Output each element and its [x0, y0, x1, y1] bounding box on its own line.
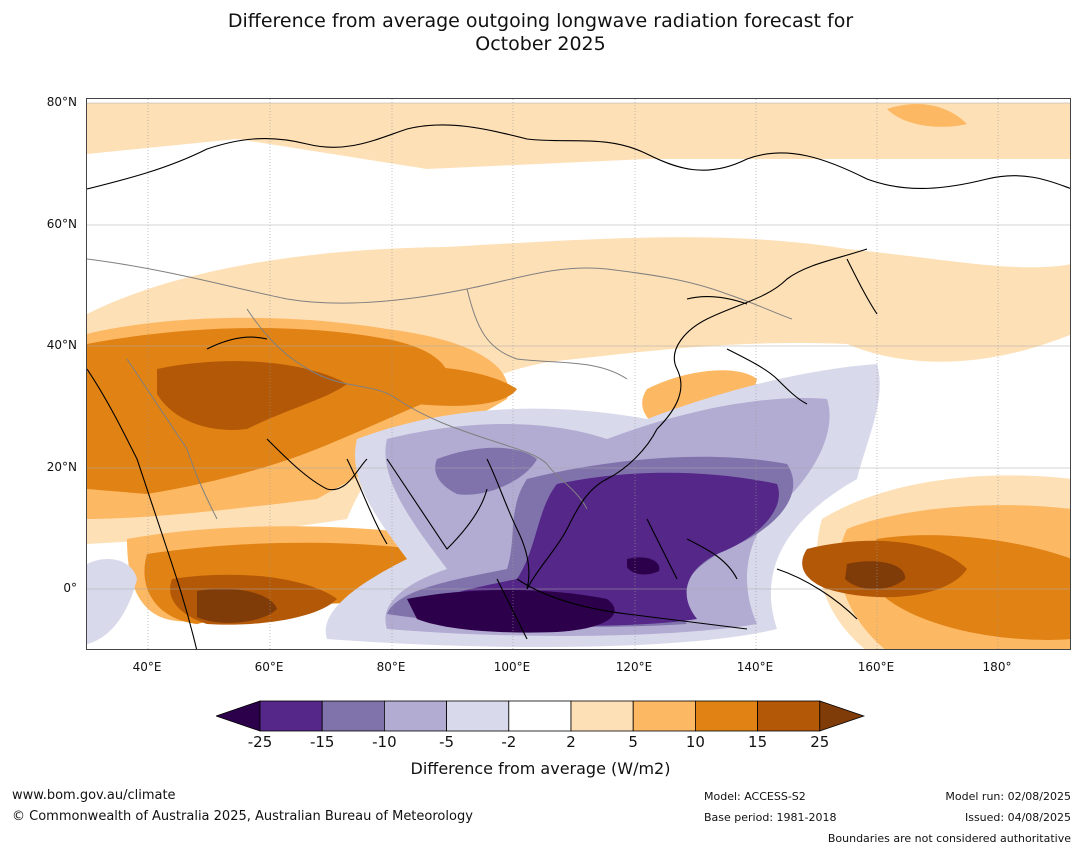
copyright-text: © Commonwealth of Australia 2025, Austra… [12, 809, 473, 824]
colorbar-arrow-high [819, 700, 866, 732]
lat-label-60n: 60°N [46, 217, 77, 231]
contour-pos15 [157, 361, 347, 430]
colorbar-tick-label: -25 [247, 733, 273, 751]
lon-label-100e: 100°E [493, 660, 531, 674]
colorbar-tick-label: -2 [501, 733, 517, 751]
colorbar-cell [694, 700, 758, 732]
lon-label-60e: 60°E [254, 660, 284, 674]
colorbar-cell [446, 700, 510, 732]
lon-label-80e: 80°E [376, 660, 406, 674]
contour-pos2 [87, 103, 1070, 169]
contour-neg2 [87, 559, 137, 644]
colorbar-arrow-low [216, 700, 261, 732]
lat-label-40n: 40°N [46, 338, 77, 352]
colorbar-tick-label: 25 [810, 733, 830, 751]
disclaimer-text: Boundaries are not considered authoritat… [827, 832, 1071, 845]
colorbar-label: Difference from average (W/m2) [410, 759, 671, 778]
contour-neg10 [435, 447, 537, 495]
colorbar-cell [757, 700, 821, 732]
colorbar-tick-label: -15 [309, 733, 335, 751]
contour-pos25 [845, 561, 906, 590]
positive-anomaly-layer [87, 103, 1070, 649]
colorbar-cell [321, 700, 385, 732]
colorbar-cell [259, 700, 323, 732]
title-line-2: October 2025 [475, 33, 606, 55]
issued-text: Issued: 04/08/2025 [964, 811, 1071, 824]
contour-pos25 [197, 588, 277, 623]
coastlines [87, 124, 1070, 649]
lon-label-40e: 40°E [132, 660, 162, 674]
base-period-text: Base period: 1981-2018 [704, 811, 837, 824]
lon-label-140e: 140°E [736, 660, 774, 674]
map-canvas [87, 99, 1070, 649]
forecast-map [86, 98, 1071, 650]
model-run-text: Model run: 02/08/2025 [945, 790, 1071, 803]
lon-label-180: 180° [982, 660, 1012, 674]
chart-title: Difference from average outgoing longwav… [0, 10, 1081, 56]
colorbar-tick-label: 15 [748, 733, 768, 751]
country-borders [87, 258, 793, 520]
colorbar-tick-label: 2 [566, 733, 576, 751]
lat-label-20n: 20°N [46, 460, 77, 474]
colorbar-tick-label: 5 [628, 733, 638, 751]
colorbar [216, 700, 866, 732]
contour-pos10 [367, 365, 517, 406]
colorbar-cell [570, 700, 634, 732]
latitude-gridlines [87, 102, 1070, 590]
lat-label-80n: 80°N [46, 95, 77, 109]
colorbar-tick-label: -5 [439, 733, 455, 751]
colorbar-cell [632, 700, 696, 732]
lon-label-120e: 120°E [615, 660, 653, 674]
graticule [147, 99, 999, 649]
colorbar-cell [508, 700, 572, 732]
contour-pos5 [887, 104, 967, 127]
lon-label-160e: 160°E [857, 660, 895, 674]
negative-anomaly-layer [87, 364, 880, 648]
title-line-1: Difference from average outgoing longwav… [227, 10, 854, 32]
contour-neg15 [417, 472, 779, 626]
model-text: Model: ACCESS-S2 [704, 790, 806, 803]
colorbar-tick-label: 10 [685, 733, 705, 751]
lat-label-0: 0° [63, 581, 77, 595]
colorbar-tick-label: -10 [372, 733, 397, 751]
website-link[interactable]: www.bom.gov.au/climate [12, 788, 176, 803]
colorbar-cell [383, 700, 447, 732]
